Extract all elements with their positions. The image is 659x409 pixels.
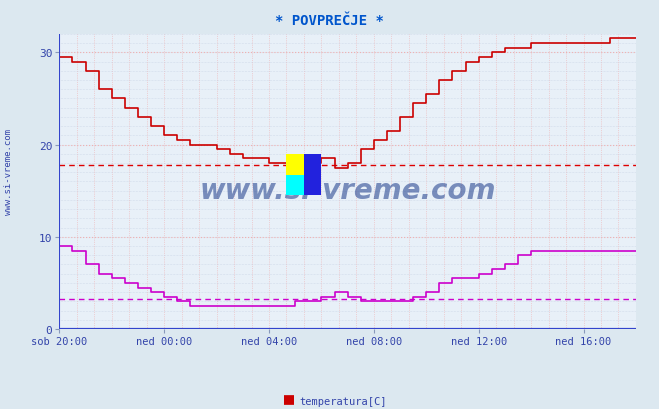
Text: www.si-vreme.com: www.si-vreme.com [4,129,13,215]
Text: * POVPREČJE *: * POVPREČJE * [275,14,384,28]
Bar [287,175,304,196]
Legend: temperatura[C], hitrost vetra[m/s], padavine[mm]: temperatura[C], hitrost vetra[m/s], pada… [279,391,416,409]
Text: www.si-vreme.com: www.si-vreme.com [200,177,496,205]
Bar [304,154,322,196]
Bar [287,154,304,175]
